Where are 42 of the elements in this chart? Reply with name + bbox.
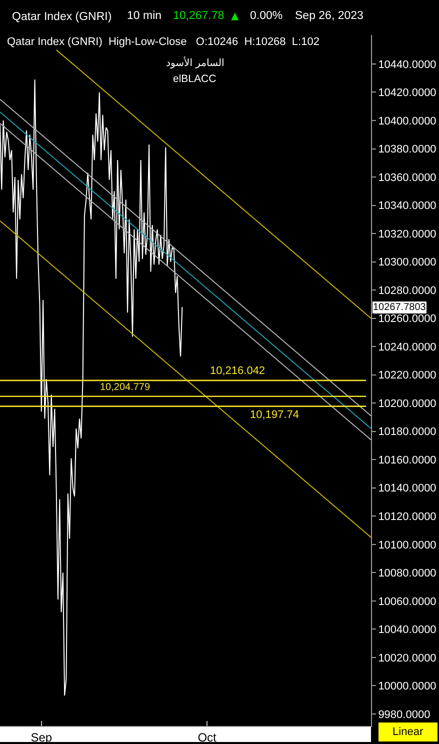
text: ▲ <box>231 11 239 22</box>
ref-line-label: 10,197.74 <box>250 409 299 421</box>
y-tick-label: 10440.0000 <box>378 58 436 71</box>
y-tick-label: 10280.0000 <box>378 284 436 297</box>
annotation: السامر الأسود <box>166 56 224 69</box>
y-tick-label: 10060.0000 <box>378 596 436 608</box>
chart-subtitle: Qatar Index (GNRI) High-Low-Close O:10246 H:10268 L:102 <box>7 36 320 48</box>
x-tick-label: Oct <box>198 730 218 744</box>
y-tick-label: 10380.0000 <box>378 144 436 156</box>
text: 10 min <box>127 10 162 22</box>
y-tick-label: 10040.0000 <box>378 624 436 636</box>
y-tick-label: 10400.0000 <box>378 115 436 128</box>
y-tick-label: 10360.0000 <box>378 172 436 184</box>
y-tick-label: 10200.0000 <box>378 398 436 410</box>
line-series <box>0 220 371 538</box>
y-tick-label: 10420.0000 <box>378 87 436 100</box>
y-tick-label: 10300.0000 <box>378 256 436 269</box>
y-tick-label: 10000.0000 <box>378 680 436 693</box>
text: 0.00% <box>250 10 283 22</box>
y-tick-label: 10220.0000 <box>378 370 436 382</box>
y-tick-label: 9980.0000 <box>378 708 430 721</box>
y-tick-label: 10080.0000 <box>378 568 436 580</box>
text: 10,267.78 <box>173 10 224 22</box>
chart-title: Qatar Index (GNRI) <box>12 11 112 24</box>
y-tick-label: 10160.0000 <box>378 454 436 466</box>
y-tick-label: 10260.0000 <box>378 313 436 326</box>
x-tick-label: Sep <box>30 730 52 744</box>
ref-line-label: 10,204.779 <box>100 382 150 393</box>
y-tick-label: 10180.0000 <box>378 426 436 438</box>
text: 10267.7803 <box>373 302 426 313</box>
text: Sep 26, 2023 <box>295 10 364 22</box>
y-tick-label: 10140.0000 <box>378 482 436 495</box>
y-tick-label: 10340.0000 <box>378 200 436 212</box>
y-tick-label: 10120.0000 <box>378 511 436 524</box>
y-tick-label: 10020.0000 <box>378 652 436 664</box>
annotation: elBLACC <box>173 73 217 85</box>
ref-line-label: 10,216.042 <box>210 365 266 377</box>
y-tick-label: 10100.0000 <box>378 539 436 552</box>
text: Linear <box>392 726 424 738</box>
y-tick-label: 10320.0000 <box>378 228 436 240</box>
line-series <box>56 49 371 319</box>
y-tick-label: 10240.0000 <box>378 341 436 354</box>
